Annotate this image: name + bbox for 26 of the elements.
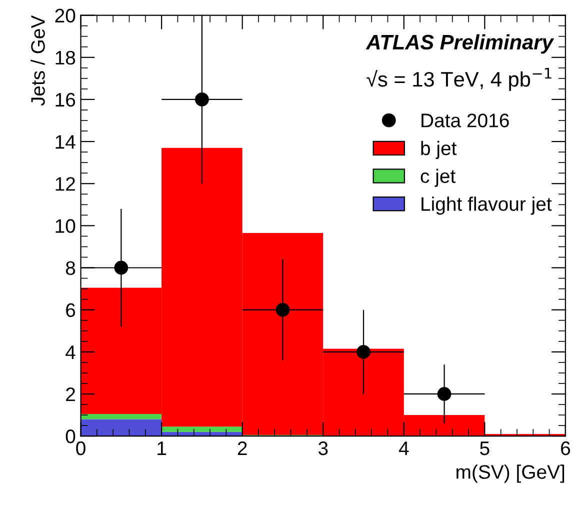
legend-label: Light flavour jet: [422, 196, 552, 215]
y-axis-title: Jets / GeV: [30, 15, 45, 106]
legend-label: Data 2016: [422, 114, 509, 128]
x-tick-label: 1: [158, 442, 166, 455]
y-tick-label: 12: [56, 177, 75, 191]
y-tick-label: 20: [55, 8, 76, 23]
y-tick-label: 8: [66, 261, 76, 275]
legend-label: c jet: [420, 168, 456, 187]
y-tick-label: 18: [56, 50, 76, 65]
legend-label: b jet: [421, 140, 457, 160]
x-tick-label: 2: [238, 441, 247, 455]
x-axis-title: m(SV) [GeV]: [456, 464, 564, 483]
y-tick-label: 16: [56, 92, 76, 107]
y-tick-label: 2: [66, 387, 75, 402]
x-tick-label: 3: [318, 441, 328, 456]
x-tick-label: 6: [561, 441, 570, 456]
y-tick-label: 0: [66, 430, 76, 444]
y-tick-label: 10: [56, 219, 76, 233]
x-tick-label: 4: [398, 442, 409, 455]
annotation: √s = 13 TeV, 4 pb$^{−1}$: [366, 68, 552, 91]
y-tick-label: 14: [56, 135, 76, 149]
x-tick-label: 5: [480, 442, 490, 456]
annotation: ATLAS Preliminary: [366, 34, 554, 54]
y-tick-label: 6: [66, 303, 76, 318]
x-tick-label: 0: [76, 441, 86, 456]
y-tick-label: 4: [66, 346, 76, 359]
